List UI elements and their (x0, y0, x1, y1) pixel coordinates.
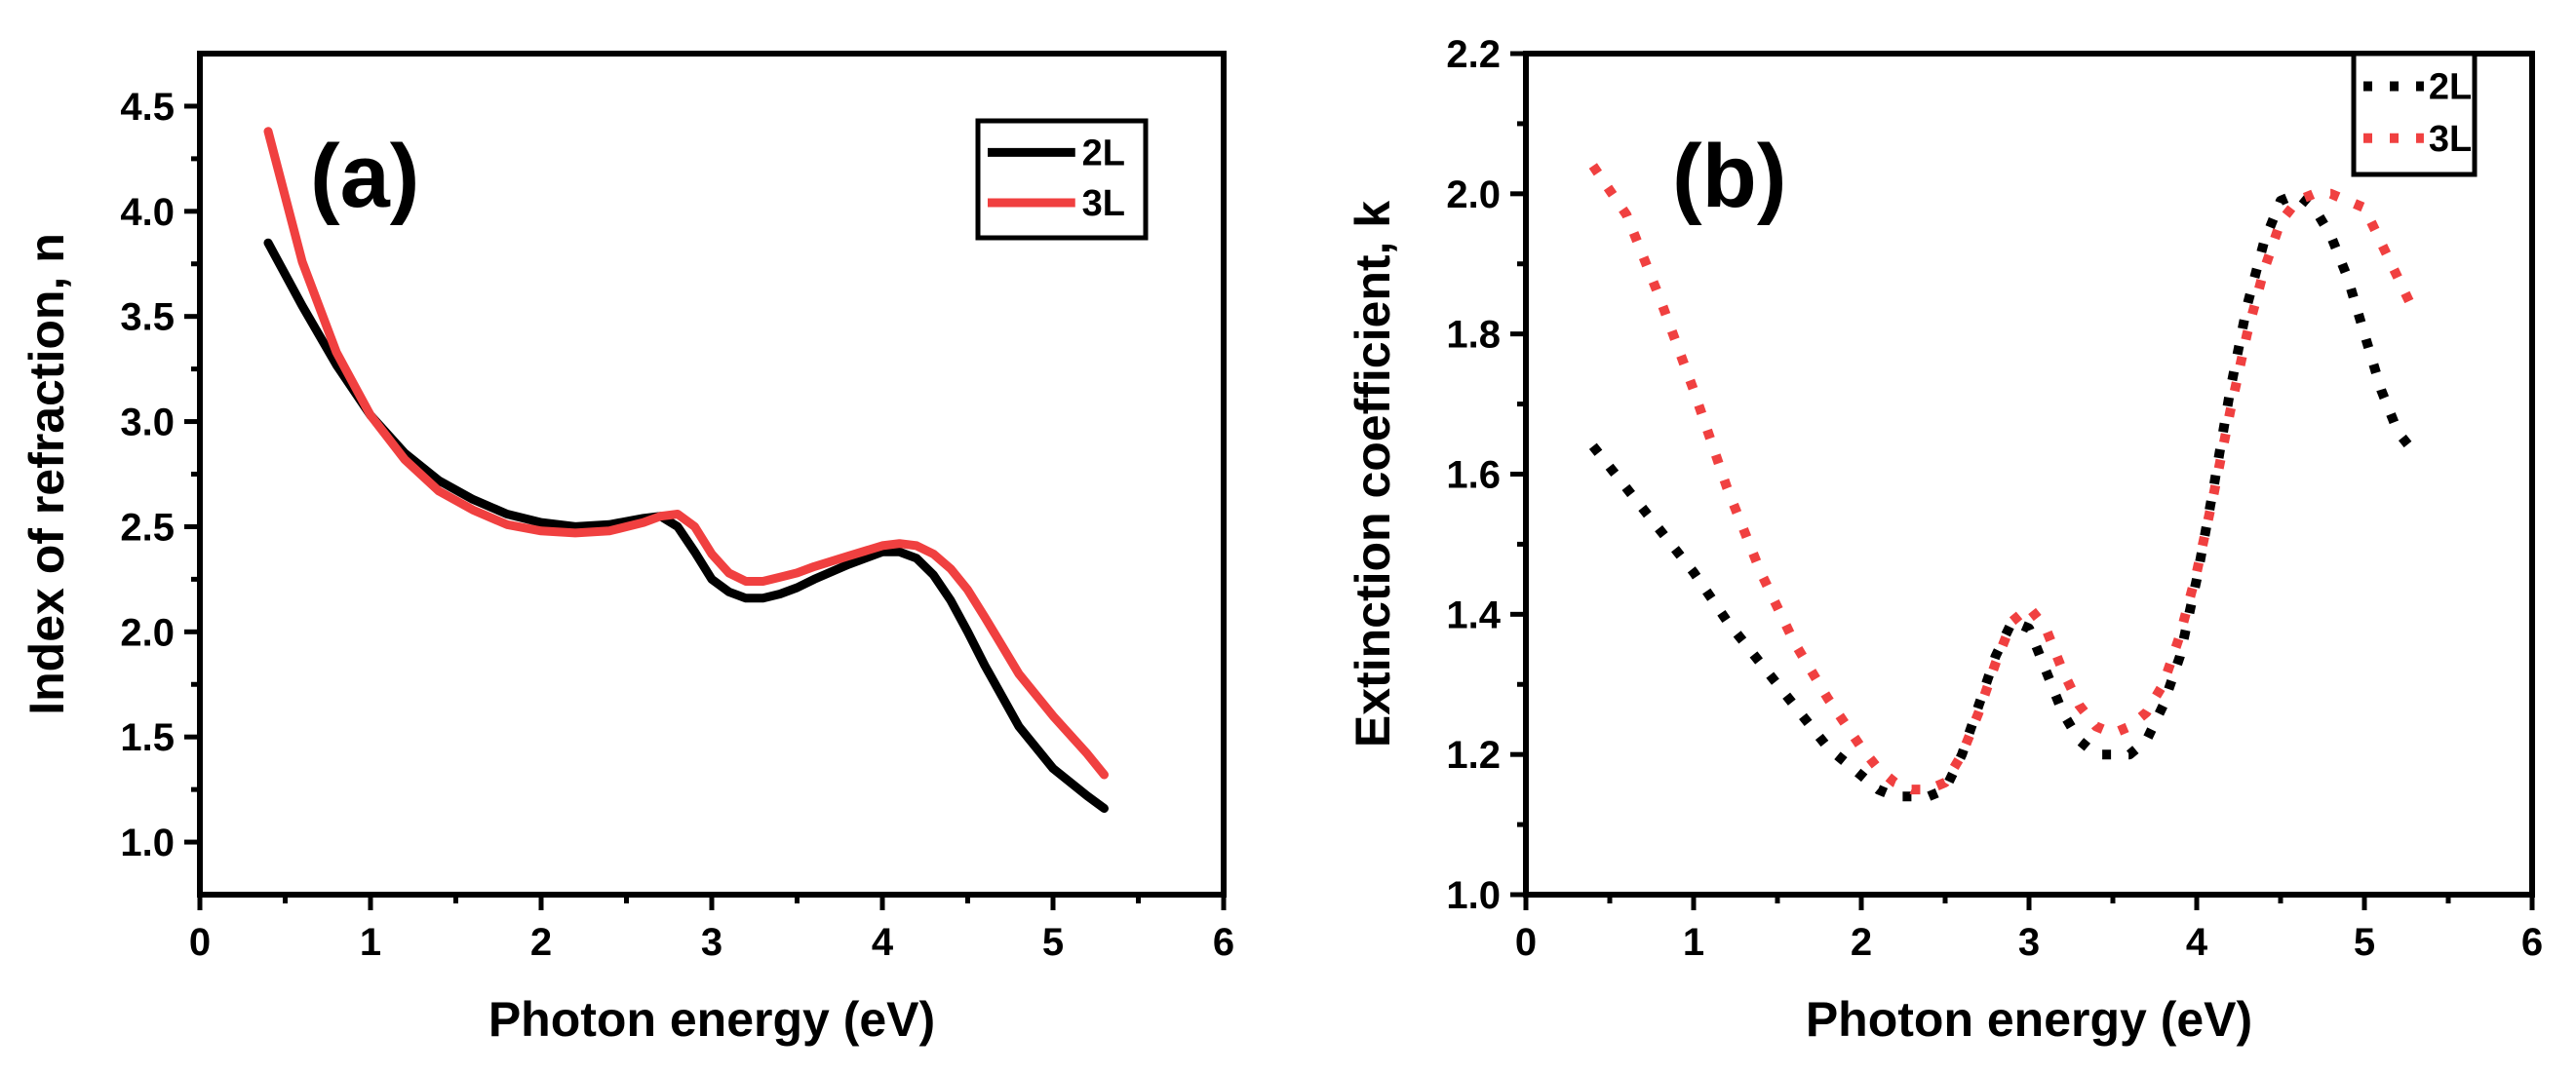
x-tick-label: 0 (1515, 921, 1537, 964)
legend-label-2L: 2L (1082, 133, 1125, 173)
x-tick-label: 3 (2018, 921, 2040, 964)
y-axis-label: Extinction coefficient, k (1346, 201, 1400, 747)
y-tick-label: 1.4 (1446, 594, 1501, 636)
panel-label: (a) (310, 127, 419, 226)
panel-b: 0 1 2 3 4 5 6 1.0 1.2 1.4 1.6 1.8 2.0 2.2 Photon energ… (1346, 33, 2543, 1047)
x-tick-label: 2 (530, 921, 552, 964)
x-tick-label: 5 (2354, 921, 2375, 964)
y-tick-label: 2.2 (1446, 33, 1501, 76)
y-tick-label: 1.2 (1446, 734, 1501, 777)
series-line-3L (263, 127, 1109, 780)
series-line-3L (1588, 163, 2420, 795)
x-axis-label: Photon energy (eV) (1806, 992, 2252, 1047)
x-tick-label: 3 (701, 921, 722, 964)
legend-label-2L: 2L (2429, 66, 2472, 107)
legend-label-3L: 3L (2429, 119, 2472, 160)
y-tick-label: 3.0 (120, 402, 175, 444)
legend-label-3L: 3L (1082, 183, 1125, 224)
x-tick-label: 2 (1851, 921, 1872, 964)
y-tick-label: 4.5 (120, 86, 175, 129)
x-axis-label: Photon energy (eV) (488, 992, 935, 1047)
x-tick-label: 1 (1683, 921, 1704, 964)
series-line-2L (263, 238, 1109, 813)
y-tick-label: 3.5 (120, 296, 175, 339)
y-tick-label: 1.8 (1446, 314, 1501, 357)
y-tick-label: 2.0 (1446, 173, 1501, 216)
series-line-2L (1588, 188, 2419, 802)
y-axis-label: Index of refraction, n (20, 233, 74, 715)
x-tick-label: 4 (2186, 921, 2208, 964)
y-tick-label: 2.0 (120, 611, 175, 654)
legend-box (975, 118, 1149, 241)
legend-box (2351, 51, 2478, 177)
y-tick-label: 4.0 (120, 191, 175, 234)
y-tick-label: 1.6 (1446, 454, 1501, 497)
panel-a: 0 1 2 3 4 5 6 1.0 1.5 2.0 2.5 3.0 3.5 4.0 4.5 Photon en… (20, 51, 1234, 1047)
x-tick-label: 0 (189, 921, 211, 964)
y-tick-label: 1.0 (120, 822, 175, 864)
y-tick-label: 1.5 (120, 716, 175, 759)
y-tick-label: 1.0 (1446, 874, 1501, 917)
panel-label: (b) (1672, 127, 1786, 226)
x-tick-label: 4 (872, 921, 894, 964)
x-tick-label: 1 (360, 921, 381, 964)
y-tick-label: 2.5 (120, 506, 175, 549)
x-tick-label: 5 (1042, 921, 1064, 964)
x-tick-label: 6 (1213, 921, 1234, 964)
x-tick-label: 6 (2521, 921, 2543, 964)
